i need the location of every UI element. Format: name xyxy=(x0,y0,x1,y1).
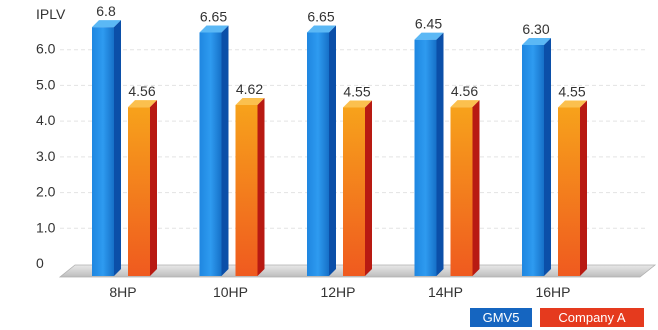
data-label: 4.55 xyxy=(558,84,585,100)
x-axis-ticks: 8HP 10HP 12HP 14HP 16HP xyxy=(109,284,570,300)
y-tick-label: 0 xyxy=(36,255,44,271)
data-label: 6.65 xyxy=(200,9,227,25)
bar-side xyxy=(221,25,229,276)
bar-side xyxy=(114,20,121,277)
y-tick-label: 3.0 xyxy=(36,148,56,164)
data-label: 6.8 xyxy=(96,3,116,19)
bar-side xyxy=(436,32,444,277)
bar-top xyxy=(307,25,336,33)
bar-company-a xyxy=(128,107,150,277)
y-axis-label: IPLV xyxy=(36,6,66,22)
x-tick-label: 14HP xyxy=(428,284,463,300)
y-tick-label: 5.0 xyxy=(36,76,56,92)
data-label: 4.56 xyxy=(451,83,478,99)
bar-top xyxy=(450,100,480,108)
bar-side xyxy=(472,100,480,277)
data-label: 6.65 xyxy=(307,9,334,25)
bar-company-a xyxy=(343,107,365,276)
x-tick-label: 10HP xyxy=(213,284,248,300)
bar-company-a xyxy=(558,107,580,276)
bar-top xyxy=(92,20,121,28)
y-tick-label: 1.0 xyxy=(36,219,56,235)
x-tick-label: 8HP xyxy=(109,284,136,300)
bar-gmv5 xyxy=(414,39,437,277)
x-tick-label: 12HP xyxy=(320,284,355,300)
data-label: 4.55 xyxy=(343,84,370,100)
legend-label-company-a: Company A xyxy=(558,310,626,325)
data-label: 4.56 xyxy=(128,83,155,99)
bar-top xyxy=(414,32,444,40)
bar-top xyxy=(522,38,551,45)
y-tick-label: 2.0 xyxy=(36,184,56,200)
data-label: 6.30 xyxy=(522,21,549,37)
y-axis-ticks: 0 1.0 2.0 3.0 4.0 5.0 6.0 xyxy=(36,41,56,271)
bar-top xyxy=(128,100,157,108)
data-label: 4.62 xyxy=(236,81,263,97)
bar-gmv5 xyxy=(307,32,329,276)
y-tick-label: 4.0 xyxy=(36,112,56,128)
x-tick-label: 16HP xyxy=(535,284,570,300)
bar-gmv5 xyxy=(522,45,544,276)
bar-top xyxy=(235,98,265,105)
bar-company-a xyxy=(235,105,258,276)
y-tick-label: 6.0 xyxy=(36,41,56,57)
bar-top xyxy=(343,100,372,108)
legend-label-gmv5: GMV5 xyxy=(483,310,520,325)
legend: GMV5 Company A xyxy=(470,308,644,327)
data-label: 6.45 xyxy=(415,16,442,32)
bar-side xyxy=(329,25,336,276)
bar-side xyxy=(257,98,265,276)
bar-side xyxy=(365,100,372,276)
bar-side xyxy=(150,100,157,277)
bar-top xyxy=(558,100,587,108)
bar-gmv5 xyxy=(199,32,222,276)
bar-side xyxy=(544,38,551,276)
bar-company-a xyxy=(450,107,473,277)
bar-side xyxy=(580,100,587,276)
bars: 6.8 4.56 6.65 4.62 6.65 4.55 6.45 4.56 6.30 4.55 xyxy=(92,3,587,277)
bar-gmv5 xyxy=(92,27,114,277)
legend-swatch-gmv5 xyxy=(470,308,532,327)
bar-top xyxy=(199,25,229,33)
legend-swatch-company-a xyxy=(540,308,644,327)
